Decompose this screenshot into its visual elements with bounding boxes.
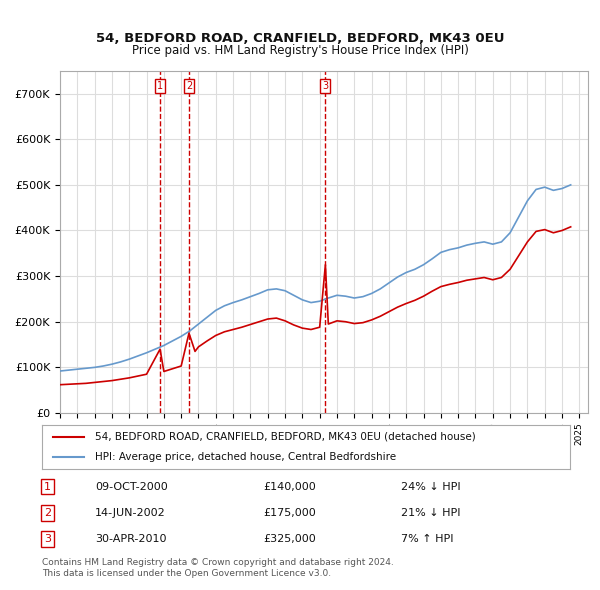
Text: 54, BEDFORD ROAD, CRANFIELD, BEDFORD, MK43 0EU: 54, BEDFORD ROAD, CRANFIELD, BEDFORD, MK… xyxy=(96,32,504,45)
Text: 3: 3 xyxy=(44,534,51,544)
Text: 2: 2 xyxy=(44,508,51,518)
Text: 54, BEDFORD ROAD, CRANFIELD, BEDFORD, MK43 0EU (detached house): 54, BEDFORD ROAD, CRANFIELD, BEDFORD, MK… xyxy=(95,432,476,442)
Text: This data is licensed under the Open Government Licence v3.0.: This data is licensed under the Open Gov… xyxy=(42,569,331,578)
Text: 09-OCT-2000: 09-OCT-2000 xyxy=(95,481,167,491)
Text: 7% ↑ HPI: 7% ↑ HPI xyxy=(401,534,454,544)
Text: 30-APR-2010: 30-APR-2010 xyxy=(95,534,166,544)
Text: 14-JUN-2002: 14-JUN-2002 xyxy=(95,508,166,518)
Text: Contains HM Land Registry data © Crown copyright and database right 2024.: Contains HM Land Registry data © Crown c… xyxy=(42,558,394,566)
Text: 21% ↓ HPI: 21% ↓ HPI xyxy=(401,508,461,518)
Text: HPI: Average price, detached house, Central Bedfordshire: HPI: Average price, detached house, Cent… xyxy=(95,452,396,462)
Text: 1: 1 xyxy=(44,481,51,491)
Text: Price paid vs. HM Land Registry's House Price Index (HPI): Price paid vs. HM Land Registry's House … xyxy=(131,44,469,57)
Text: 24% ↓ HPI: 24% ↓ HPI xyxy=(401,481,461,491)
Text: £325,000: £325,000 xyxy=(264,534,317,544)
Text: £140,000: £140,000 xyxy=(264,481,317,491)
Text: £175,000: £175,000 xyxy=(264,508,317,518)
Text: 2: 2 xyxy=(186,81,192,91)
Text: 1: 1 xyxy=(157,81,163,91)
Text: 3: 3 xyxy=(322,81,328,91)
